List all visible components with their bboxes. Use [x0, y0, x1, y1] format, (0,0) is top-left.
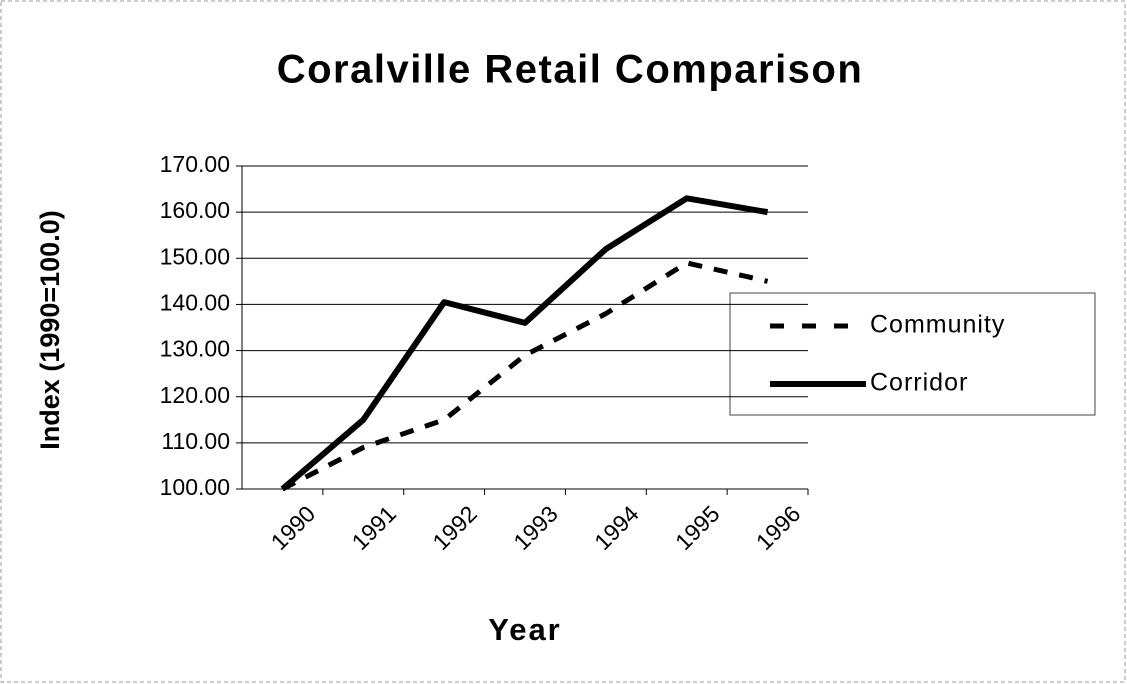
- y-tick-label: 170.00: [160, 151, 230, 177]
- x-tick-label: 1996: [751, 500, 806, 555]
- y-axis-title: Index (1990=100.0): [35, 210, 65, 449]
- x-tick-label: 1990: [266, 500, 321, 555]
- x-tick-label: 1992: [427, 500, 482, 555]
- x-tick-label: 1995: [670, 500, 725, 555]
- y-tick-label: 130.00: [160, 336, 230, 362]
- x-axis-title: Year: [488, 612, 562, 647]
- y-tick-label: 150.00: [160, 243, 230, 269]
- line-series: [280, 195, 769, 492]
- y-tick-label: 160.00: [160, 197, 230, 223]
- legend-label: Corridor: [870, 369, 968, 397]
- legend-box: [729, 292, 1096, 416]
- legend-label: Community: [870, 311, 1005, 339]
- y-tick-label: 110.00: [161, 428, 230, 454]
- y-tick-label: 100.00: [160, 474, 230, 500]
- x-tick-label: 1991: [347, 500, 402, 555]
- x-tick-label: 1994: [589, 500, 644, 555]
- y-tick-label: 120.00: [160, 382, 230, 408]
- x-tick-label: 1993: [508, 500, 563, 555]
- line-series: [281, 260, 769, 492]
- y-tick-label: 140.00: [160, 290, 230, 316]
- chart-title: Coralville Retail Comparison: [277, 48, 864, 92]
